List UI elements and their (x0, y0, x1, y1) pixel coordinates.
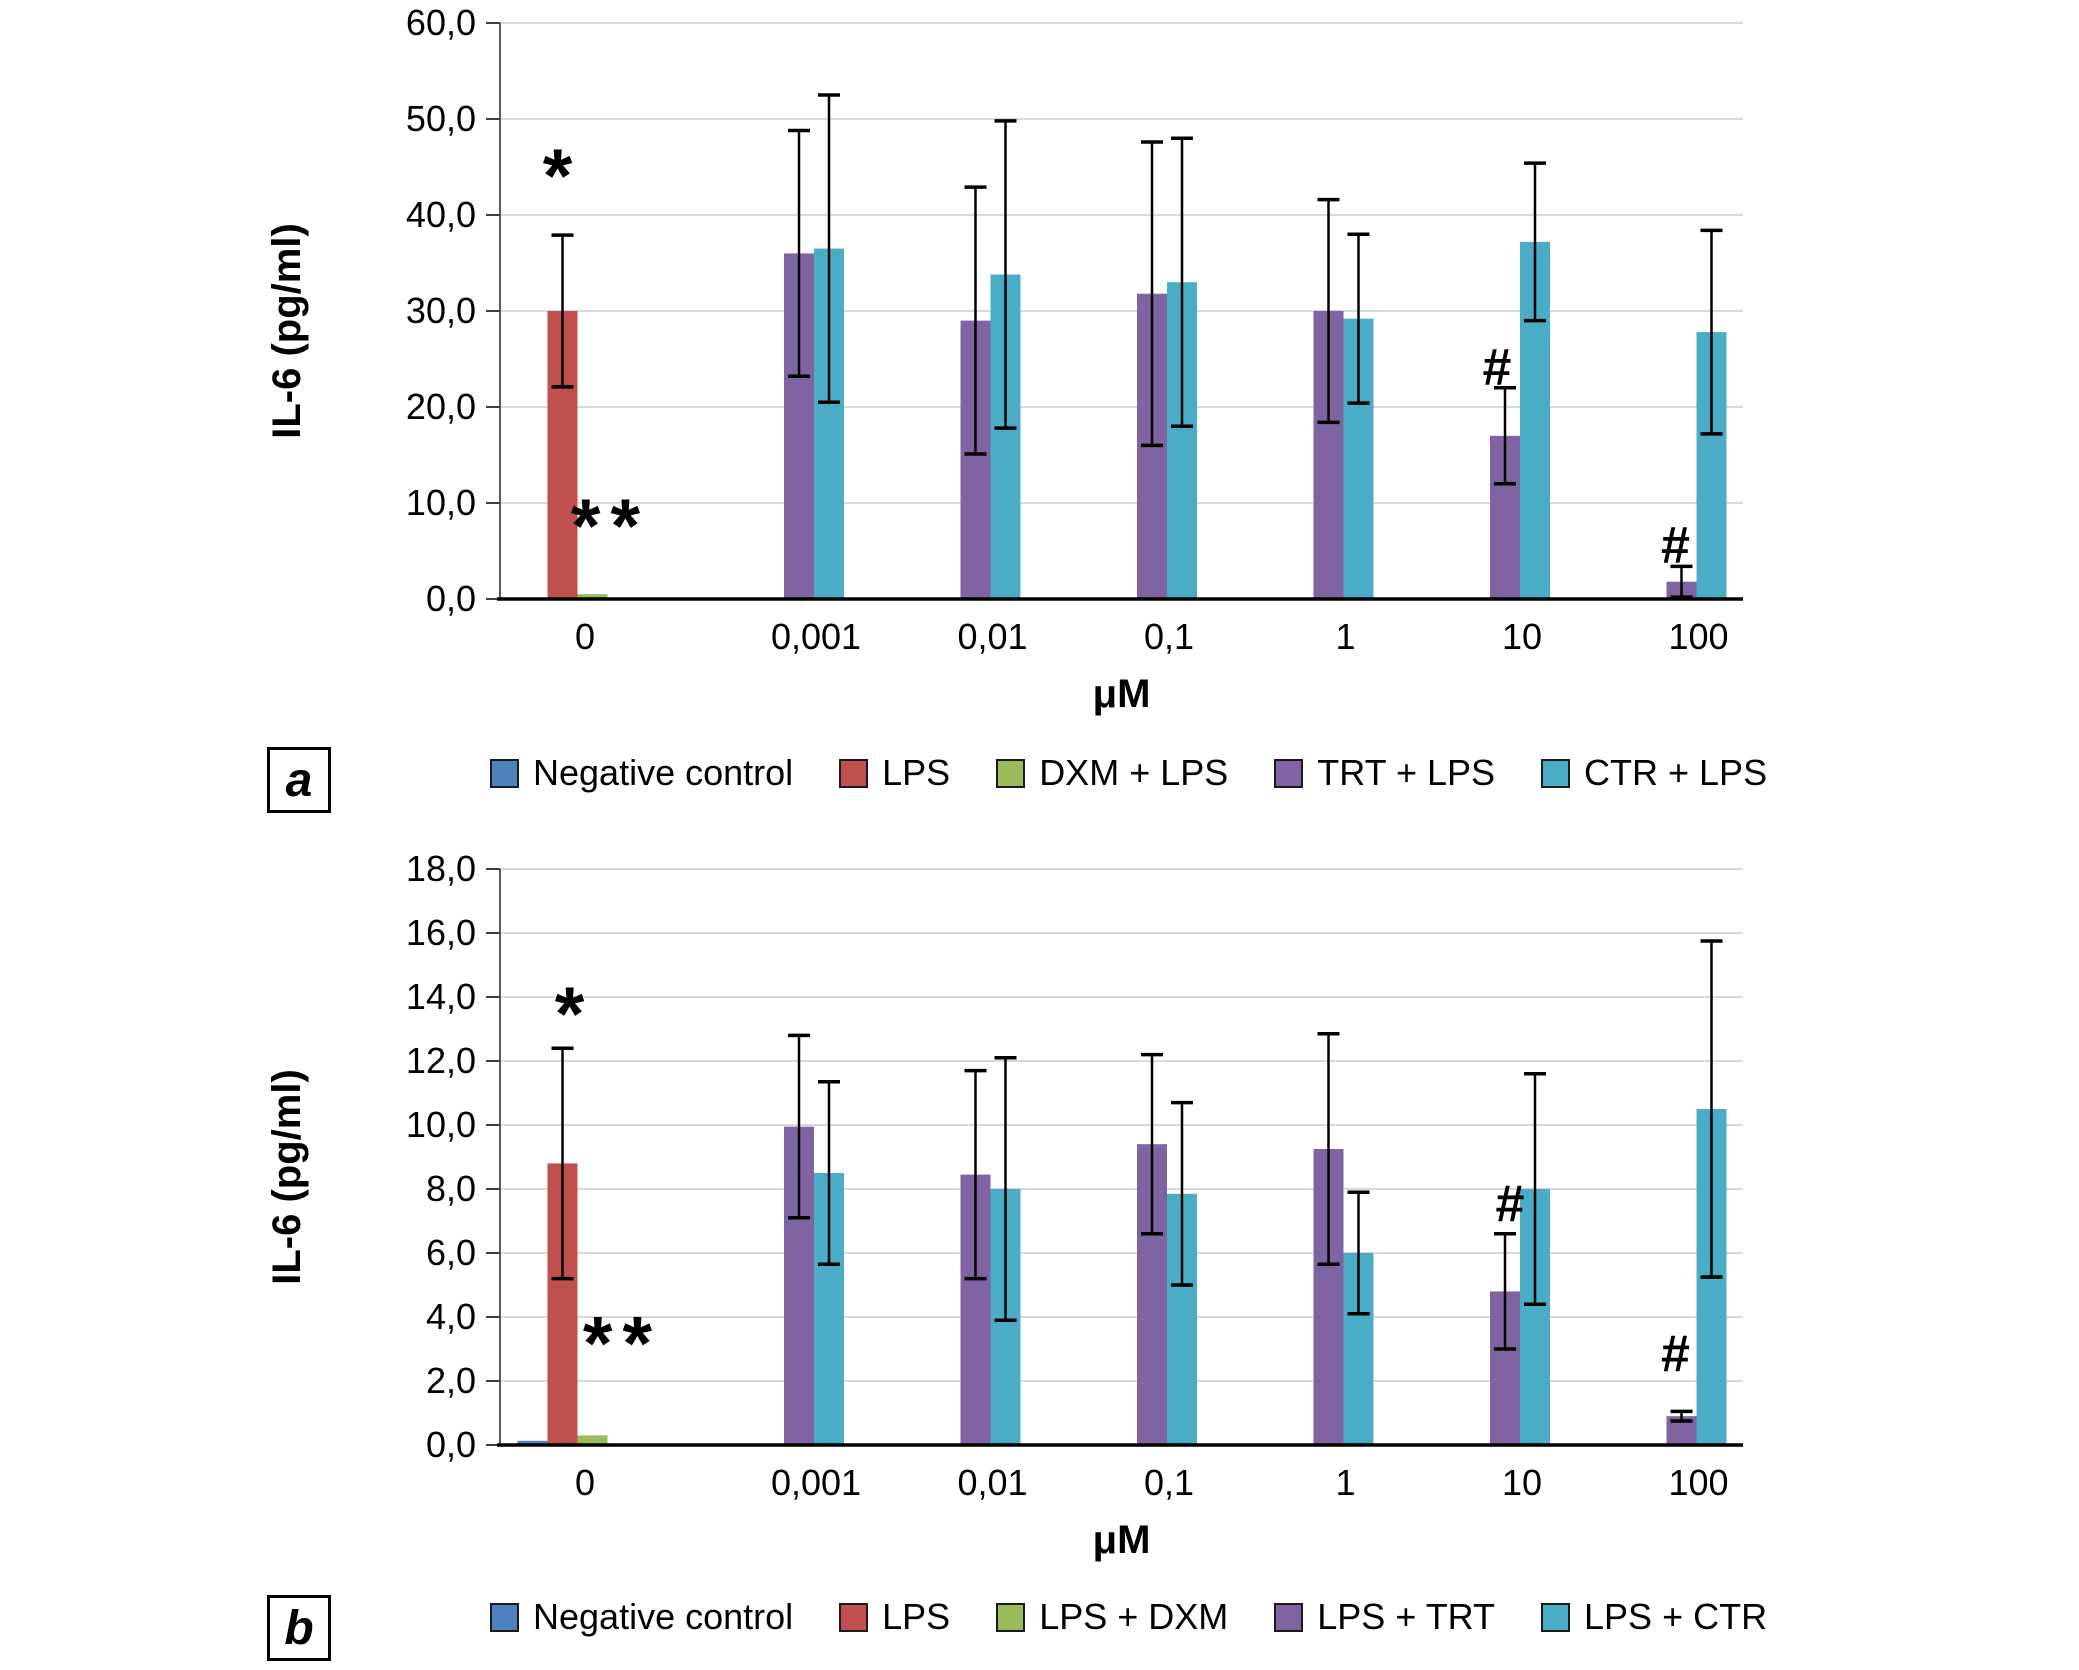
bar-negative-control-cat0 (517, 1440, 548, 1445)
x-tick-label: 100 (1668, 1462, 1728, 1503)
legend-item-ctr-lps: CTR + LPS (1541, 752, 1767, 794)
y-tick-label: 30,0 (406, 290, 476, 331)
y-axis-title: IL-6 (pg/ml) (265, 223, 309, 439)
y-tick-label: 50,0 (406, 98, 476, 139)
legend-swatch (996, 758, 1026, 788)
y-tick-label: 16,0 (406, 912, 476, 953)
legend-item-negative-control: Negative control (490, 752, 793, 794)
significance-marker: ** (571, 484, 650, 569)
legend-swatch (490, 1602, 519, 1632)
legend-panel-b: Negative control LPS LPS + DXM LPS + TRT LPS… (490, 1596, 1767, 1638)
panel-letter: b (284, 1601, 314, 1655)
y-tick-label: 6,0 (426, 1232, 476, 1273)
legend-label: LPS + DXM (1039, 1596, 1229, 1637)
legend-label: Negative control (533, 752, 794, 793)
significance-marker: # (1496, 1175, 1525, 1233)
x-tick-label: 0 (575, 1462, 595, 1503)
y-tick-label: 0,0 (426, 578, 476, 619)
y-tick-label: 20,0 (406, 386, 476, 427)
legend-swatch (839, 1602, 869, 1632)
legend-item-trt-lps: TRT + LPS (1274, 752, 1495, 794)
significance-marker: # (1483, 339, 1512, 397)
legend-item-lps: LPS (839, 752, 950, 794)
x-tick-label: 1 (1335, 1462, 1355, 1503)
panel-letter: a (285, 753, 313, 807)
legend-label: LPS (882, 752, 951, 793)
legend-label: LPS + CTR (1584, 1596, 1768, 1637)
x-tick-label: 100 (1668, 616, 1728, 657)
y-tick-label: 8,0 (426, 1168, 476, 1209)
legend-label: Negative control (533, 1596, 794, 1637)
legend-item-negative-control: Negative control (490, 1596, 793, 1638)
x-tick-label: 10 (1502, 1462, 1542, 1503)
x-tick-label: 0,001 (771, 616, 861, 657)
legend-swatch (1541, 1602, 1571, 1632)
legend-item-dxm-lps: DXM + LPS (996, 752, 1228, 794)
x-tick-label: 1 (1335, 616, 1355, 657)
x-tick-label: 0,001 (771, 1462, 861, 1503)
panel-label-b: b (267, 1595, 331, 1661)
legend-item-lps-ctr: LPS + CTR (1541, 1596, 1767, 1638)
legend-item-lps: LPS (839, 1596, 950, 1638)
x-axis-title: μM (1093, 672, 1151, 716)
y-tick-label: 10,0 (406, 482, 476, 523)
legend-label: TRT + LPS (1317, 752, 1496, 793)
significance-marker: * (555, 972, 595, 1057)
y-tick-label: 14,0 (406, 976, 476, 1017)
legend-item-lps-trt: LPS + TRT (1274, 1596, 1495, 1638)
y-tick-label: 0,0 (426, 1424, 476, 1465)
legend-swatch (1541, 758, 1571, 788)
legend-swatch (839, 758, 869, 788)
x-tick-label: 0,01 (957, 616, 1027, 657)
significance-marker: ** (583, 1301, 662, 1386)
legend-swatch (1274, 758, 1304, 788)
legend-label: LPS + TRT (1317, 1596, 1496, 1637)
y-tick-label: 40,0 (406, 194, 476, 235)
y-tick-label: 4,0 (426, 1296, 476, 1337)
significance-marker: # (1661, 1325, 1690, 1383)
legend-item-lps-dxm: LPS + DXM (996, 1596, 1228, 1638)
legend-swatch (996, 1602, 1026, 1632)
bar-lps-dxm-cat0 (577, 1435, 608, 1445)
chart-panel-a: 0,0 10,0 20,0 30,0 40,0 50,0 60,0 0 0,001 0,01 0,1… (265, 2, 1743, 716)
legend-label: DXM + LPS (1039, 752, 1229, 793)
x-tick-label: 0,1 (1144, 616, 1194, 657)
y-tick-label: 12,0 (406, 1040, 476, 1081)
bar-dxm-lps-cat0 (577, 594, 608, 599)
x-axis-title: μM (1093, 1518, 1151, 1562)
y-tick-label: 18,0 (406, 848, 476, 889)
x-tick-label: 0,01 (957, 1462, 1027, 1503)
x-tick-label: 10 (1502, 616, 1542, 657)
legend-swatch (490, 758, 519, 788)
legend-label: LPS (882, 1596, 951, 1637)
legend-label: CTR + LPS (1584, 752, 1768, 793)
significance-marker: # (1661, 516, 1690, 574)
legend-panel-a: Negative control LPS DXM + LPS TRT + LPS CTR… (490, 752, 1767, 794)
x-tick-label: 0,1 (1144, 1462, 1194, 1503)
legend-swatch (1274, 1602, 1304, 1632)
y-tick-label: 60,0 (406, 2, 476, 43)
chart-panel-b: 0,0 2,0 4,0 6,0 8,0 10,0 12,0 14,0 16,0 18,0 0 0,00… (265, 848, 1743, 1562)
panel-label-a: a (267, 747, 331, 813)
y-tick-label: 2,0 (426, 1360, 476, 1401)
y-tick-label: 10,0 (406, 1104, 476, 1145)
x-tick-label: 0 (575, 616, 595, 657)
significance-marker: * (543, 134, 583, 219)
y-axis-title: IL-6 (pg/ml) (265, 1069, 309, 1285)
